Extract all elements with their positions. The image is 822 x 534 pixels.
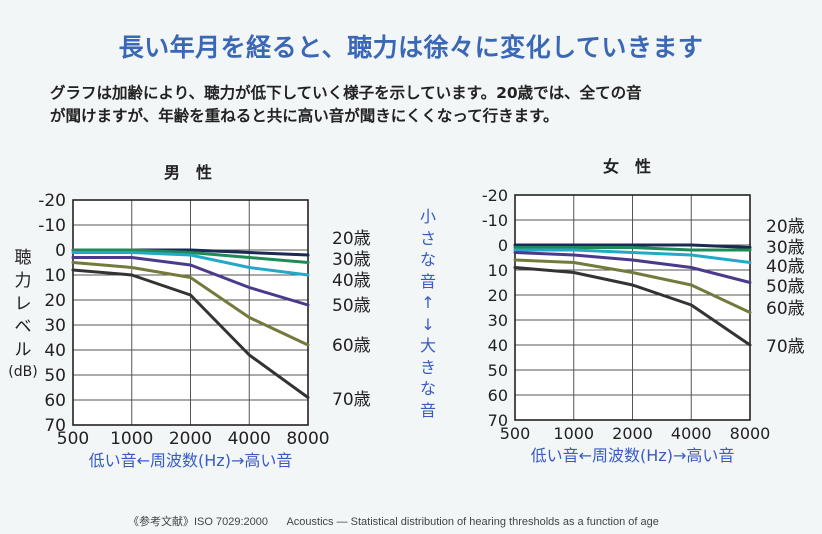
series-line-30歳 [71,248,310,264]
chart-title: 男 性 [164,163,212,182]
x-axis-label: 低い音←周波数(Hz)→高い音 [531,446,735,465]
intro-line-1: グラフは加齢により、聴力が低下していく様子を示しています。20歳では、全ての音 [50,84,642,102]
x-tick-label: 1000 [553,424,594,443]
intro-text: グラフは加齢により、聴力が低下していく様子を示しています。20歳では、全ての音 … [50,82,790,128]
note-char: さ [419,228,436,248]
x-axis-label: 低い音←周波数(Hz)→高い音 [89,451,293,470]
age-label: 60歳 [766,299,805,319]
x-tick-label: 1000 [110,429,153,449]
age-label: 50歳 [766,277,805,297]
y-tick-label: 0 [498,236,508,255]
age-label: 70歳 [332,390,371,410]
chart-title: 女 性 [603,157,651,176]
age-label: 50歳 [332,296,371,316]
y-tick-label: 40 [44,341,66,361]
note-char: な [419,250,436,269]
y-tick-label: 70 [488,411,508,430]
y-axis-label-char: 力 [15,271,32,291]
series-line-20歳 [513,243,752,249]
y-tick-label: -10 [482,211,508,230]
plot-frame [72,199,309,426]
age-label: 30歳 [766,238,805,258]
age-label: 30歳 [332,250,371,270]
x-tick-label: 500 [500,424,531,443]
x-tick-label: 500 [57,429,89,449]
y-axis-label-char: レ [15,294,32,314]
x-tick-label: 8000 [730,424,771,443]
y-tick-label: 30 [488,311,508,330]
note-char: 音 [419,400,436,420]
page-title: 長い年月を経ると、聴力は徐々に変化していきます [118,33,704,62]
reference-note: 《参考文献》ISO 7029:2000 Acoustics — Statisti… [128,513,659,529]
y-tick-label: 50 [44,366,66,386]
series-line-60歳 [71,261,310,347]
note-char: 音 [419,271,436,291]
age-label: 40歳 [332,271,371,291]
y-tick-label: 10 [488,261,508,280]
reference-text: Acoustics — Statistical distribution of … [286,516,659,528]
x-tick-label: 8000 [286,429,329,449]
x-tick-label: 2000 [612,424,653,443]
intro-line-2: が聞けますが、年齢を重ねると共に高い音が聞きにくくなって行きます。 [50,107,559,125]
note-char: 小 [419,207,436,226]
y-tick-label: -10 [38,216,66,236]
series-line-30歳 [513,246,752,252]
series-line-40歳 [513,248,752,264]
down-arrow: ↓ [421,314,435,334]
series-line-50歳 [71,256,310,307]
plot-frame [514,194,751,421]
note-char: 大 [419,336,436,355]
age-label: 20歳 [766,217,805,237]
y-tick-label: 40 [488,336,508,355]
age-label: 60歳 [332,336,371,356]
y-axis-label-char: ル [15,340,32,360]
y-tick-label: 50 [488,361,508,380]
y-tick-label: 20 [44,291,66,311]
age-label: 20歳 [332,229,371,249]
up-arrow: ↑ [421,293,435,312]
series-line-40歳 [71,251,310,277]
y-tick-label: 30 [44,316,66,336]
series-line-70歳 [71,268,310,399]
y-tick-label: 10 [44,266,66,286]
y-tick-label: -20 [38,191,66,211]
y-tick-label: 70 [44,416,66,436]
x-tick-label: 2000 [169,429,212,449]
y-axis-label-char: ベ [15,317,32,337]
y-tick-label: 0 [55,241,66,261]
series-line-70歳 [513,266,752,347]
reference-source: 《参考文献》ISO 7029:2000 [128,516,269,528]
age-label: 70歳 [766,337,805,357]
y-tick-label: 60 [488,386,508,405]
y-tick-label: 60 [44,391,66,411]
loudness-direction-note: 小 さ な 音 ↑ ↓ 大 き な 音 [418,206,438,421]
x-tick-label: 4000 [228,429,271,449]
series-line-60歳 [513,258,752,314]
y-axis-unit: (dB) [8,364,37,380]
note-char: き [419,357,436,377]
series-line-50歳 [513,251,752,284]
y-tick-label: 20 [488,286,508,305]
note-char: な [419,379,436,398]
y-tick-label: -20 [482,186,508,205]
y-axis-label-char: 聴 [15,248,32,268]
x-tick-label: 4000 [671,424,712,443]
age-label: 40歳 [766,257,805,277]
